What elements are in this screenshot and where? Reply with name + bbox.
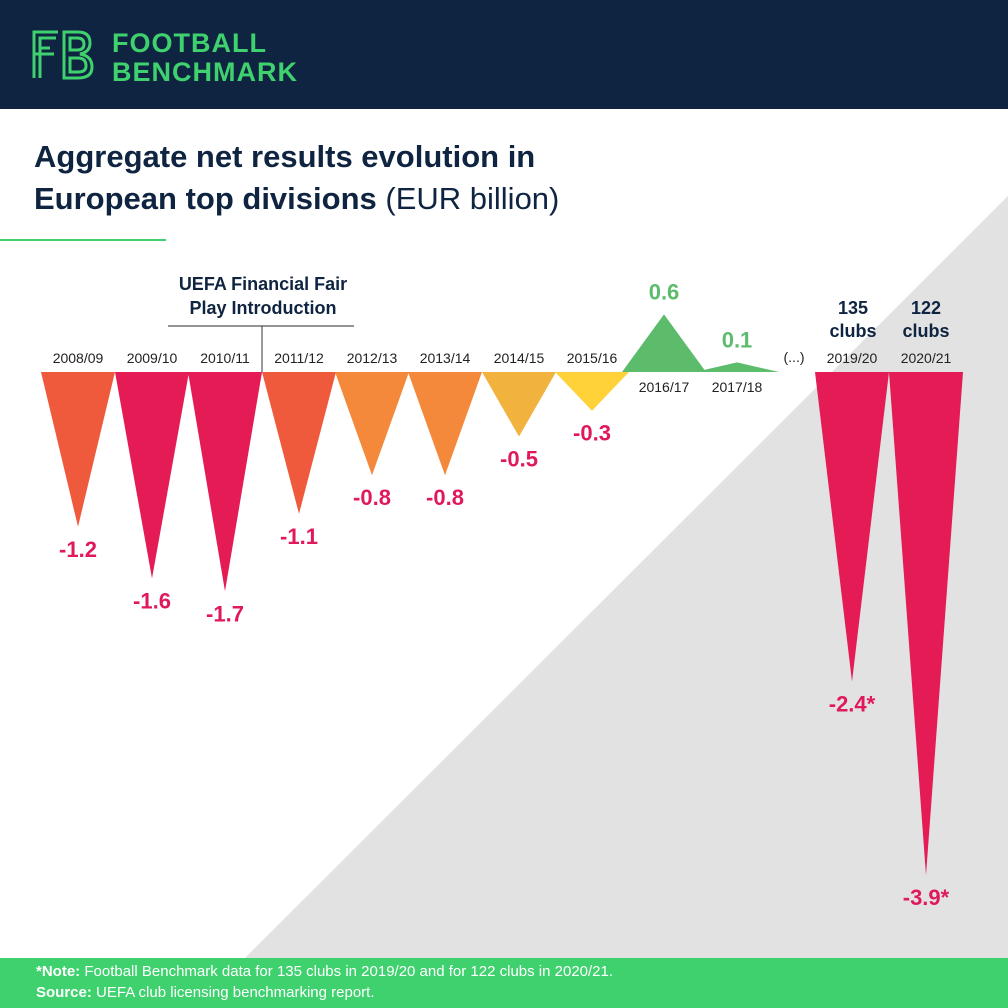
value-label-2013-14: -0.8 [426,485,464,510]
ellipsis-label: (...) [784,349,805,365]
bar-2014-15 [482,372,556,437]
fb-logo-icon [32,30,94,80]
value-label-2014-15: -0.5 [500,447,538,472]
value-label-2017-18: 0.1 [722,327,753,352]
footer-source-text: UEFA club licensing benchmarking report. [96,984,375,1001]
title-line1: Aggregate net results evolution in [34,139,536,174]
footer-note-text: Football Benchmark data for 135 clubs in… [84,963,614,980]
footer-note: *Note: Football Benchmark data for 135 c… [36,963,613,980]
value-label-2010-11: -1.7 [206,601,244,626]
ffp-annotation-line2: Play Introduction [189,298,336,318]
category-label-2019-20: 2019/20 [827,350,878,366]
footer-bar: *Note: Football Benchmark data for 135 c… [0,958,1008,1008]
chart-canvas: 2008/09 -1.2 2009/10 -1.6 2010/11 -1.7 2011/12… [41,274,963,910]
bar-2013-14 [408,372,482,476]
clubs-2020-number: 122 [911,298,941,318]
bar-2015-16 [555,372,629,411]
clubs-2019-word: clubs [829,321,876,341]
category-label-2017-18: 2017/18 [712,379,763,395]
clubs-2020-word: clubs [902,321,949,341]
bar-2011-12 [262,372,336,514]
chart-title: Aggregate net results evolution in Europ… [34,136,934,220]
category-label-2015-16: 2015/16 [567,350,618,366]
brand-name-line1: FOOTBALL [112,28,267,58]
category-label-2012-13: 2012/13 [347,350,398,366]
bar-2020-21 [889,372,963,876]
ffp-annotation-line1: UEFA Financial Fair [179,274,347,294]
bar-2019-20 [815,372,889,682]
value-label-2012-13: -0.8 [353,485,391,510]
category-label-2013-14: 2013/14 [420,350,471,366]
title-unit: (EUR billion) [385,181,560,216]
labels-layer: 2008/09 -1.2 2009/10 -1.6 2010/11 -1.7 2011/12… [53,279,952,910]
footer-source-key: Source: [36,984,92,1001]
value-label-2020-21: -3.9* [903,885,950,910]
value-label-2019-20: -2.4* [829,692,876,717]
header-bar: FOOTBALL BENCHMARK [0,0,1008,109]
title-line2: European top divisions [34,181,377,216]
clubs-2019-number: 135 [838,298,868,318]
title-underline [0,239,166,241]
ffp-annotation: UEFA Financial Fair Play Introduction [168,274,354,372]
footer-source: Source: UEFA club licensing benchmarking… [36,984,375,1001]
category-label-2016-17: 2016/17 [639,379,690,395]
bar-2009-10 [115,372,189,579]
category-label-2010-11: 2010/11 [200,350,250,366]
bar-2008-09 [41,372,115,527]
category-label-2011-12: 2011/12 [274,350,324,366]
value-label-2015-16: -0.3 [573,421,611,446]
value-label-2009-10: -1.6 [133,588,171,613]
footer-note-key: *Note: [36,963,81,980]
value-label-2016-17: 0.6 [649,279,680,304]
category-label-2009-10: 2009/10 [127,350,178,366]
bar-2017-18 [695,362,779,372]
bars-layer [41,314,963,876]
brand-name-line2: BENCHMARK [112,57,298,87]
category-label-2008-09: 2008/09 [53,350,104,366]
bar-2016-17 [622,314,706,372]
bar-2010-11 [188,372,262,592]
category-label-2020-21: 2020/21 [901,350,952,366]
value-label-2008-09: -1.2 [59,537,97,562]
bar-2012-13 [335,372,409,476]
value-label-2011-12: -1.1 [280,524,318,549]
category-label-2014-15: 2014/15 [494,350,545,366]
